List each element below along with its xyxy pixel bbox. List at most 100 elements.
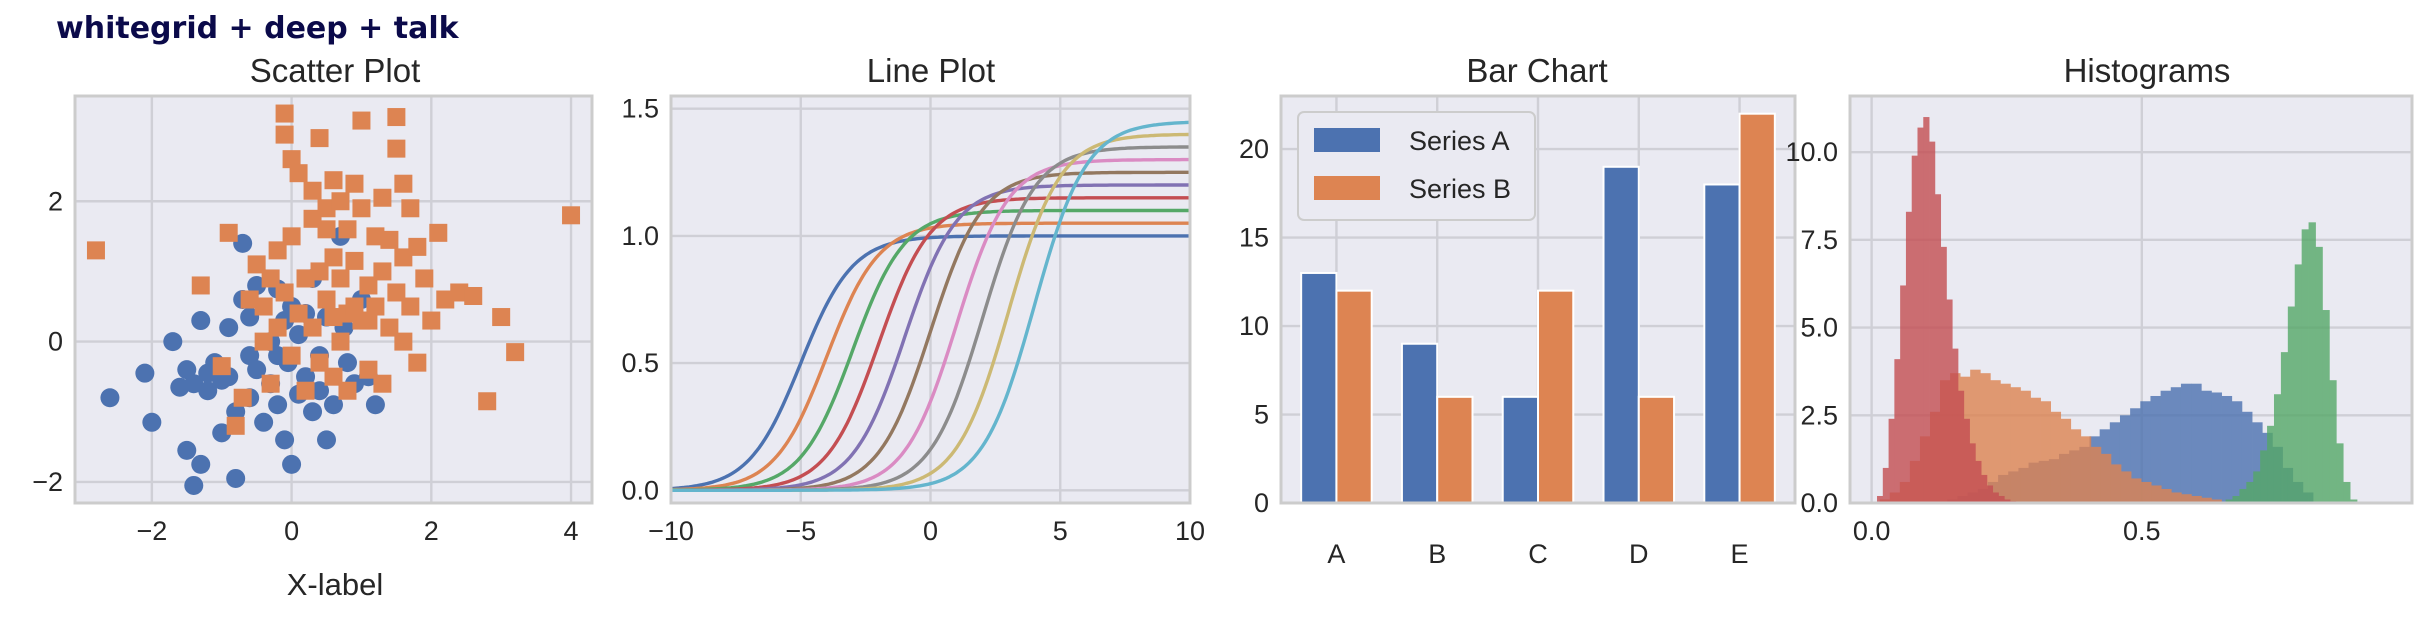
histogram-bin [1900, 285, 1907, 503]
scatter-point [338, 381, 357, 400]
bar [1637, 395, 1676, 504]
bar [1436, 395, 1474, 504]
histogram-bin [2273, 394, 2282, 503]
histogram-bin [2294, 264, 2303, 503]
scatter-point [408, 353, 427, 372]
histograms-axes: 0.0 0.5 0.0 2.5 5.0 7.5 10.0 Histograms [1785, 52, 2414, 546]
histogram-bin [1992, 492, 1999, 503]
histogram-bin [2120, 471, 2132, 503]
line-series-3 [671, 208, 1190, 492]
histogram-bin [2241, 411, 2253, 503]
histogram-bin [2161, 488, 2172, 503]
scatter-point [198, 381, 218, 401]
histogram-bin [1986, 485, 1994, 503]
y-tick-label: 10 [1239, 311, 1269, 341]
scatter-plot-axes: −2 0 2 4 −2 0 2 Scatter Plot X-label [32, 52, 594, 602]
scatter-point [492, 308, 511, 327]
histogram-bin [2070, 429, 2082, 503]
y-tick-label: 5 [1254, 400, 1269, 430]
scatter-point [401, 297, 420, 316]
x-tick-label: −5 [785, 516, 816, 546]
histogram-bin [2350, 499, 2358, 503]
histogram-bin [2181, 494, 2192, 503]
scatter-plot-xlabel: X-label [287, 567, 384, 602]
histogram-bin [2131, 478, 2142, 503]
histogram-bin [2140, 401, 2151, 503]
y-tick-label: 7.5 [1800, 225, 1838, 255]
histogram-bin [2287, 306, 2296, 503]
scatter-point [506, 343, 525, 362]
scatter-point [324, 367, 343, 386]
legend-swatch [1314, 176, 1380, 200]
scatter-point [366, 297, 385, 316]
histogram-bin [2090, 446, 2102, 503]
histogram-bin [2050, 411, 2062, 503]
scatter-point [464, 286, 483, 305]
histograms-title: Histograms [2064, 52, 2231, 89]
scatter-point [268, 241, 287, 260]
histogram-bin [2301, 229, 2309, 504]
scatter-point [275, 104, 294, 123]
scatter-point [219, 223, 238, 242]
plot-frame [73, 94, 594, 505]
y-tick-label: 20 [1239, 134, 1269, 164]
histogram-bin [2080, 436, 2092, 503]
scatter-point [240, 290, 259, 309]
y-tick-label: 15 [1239, 223, 1269, 253]
bar [1738, 112, 1776, 505]
line-plot-title: Line Plot [867, 52, 995, 89]
scatter-point [317, 199, 336, 218]
scatter-point [562, 206, 581, 225]
histogram-bin [1981, 474, 1988, 503]
histogram-bin [2150, 395, 2162, 503]
line-plot-axes: −10 −5 0 5 10 0.0 0.5 1.0 1.5 Line Plot [621, 52, 1205, 546]
histogram-bin [1894, 359, 1901, 503]
scatter-point [184, 475, 204, 495]
histogram-bin [2191, 383, 2202, 503]
line-series-4 [671, 196, 1190, 492]
scatter-point [338, 220, 357, 239]
scatter-point [289, 304, 308, 323]
scatter-point [247, 360, 267, 380]
histogram-bin [2100, 453, 2112, 503]
scatter-point [394, 248, 413, 267]
x-tick-label: 0.5 [2123, 516, 2161, 546]
bar-series-1 [1300, 165, 1741, 504]
scatter-point [387, 139, 406, 158]
scatter-point [191, 311, 211, 331]
scatter-point [387, 283, 406, 302]
line-series-1 [670, 234, 1190, 491]
scatter-point [240, 346, 260, 366]
scatter-point [282, 150, 301, 169]
scatter-point [233, 388, 252, 407]
scatter-point [247, 275, 267, 295]
histogram-bin [2004, 499, 2011, 503]
legend-swatch [1314, 128, 1380, 152]
scatter-point [331, 269, 350, 288]
scatter-point [289, 325, 309, 345]
histogram-bin [2253, 471, 2261, 503]
histogram-bin [1970, 369, 1981, 503]
histogram-bin [2040, 401, 2051, 503]
scatter-point [219, 318, 239, 338]
scatter-point [324, 308, 343, 327]
scatter-point [310, 381, 330, 401]
scatter-point [394, 174, 413, 193]
histogram-bin [2060, 418, 2072, 503]
scatter-point [268, 318, 287, 337]
scatter-point [296, 381, 315, 400]
y-tick-label: 2 [48, 186, 63, 216]
scatter-point [226, 402, 246, 422]
histogram-bin [1934, 194, 1942, 503]
y-tick-label: −2 [32, 467, 63, 497]
histogram-bin [2315, 246, 2323, 503]
histogram-bin [2030, 397, 2041, 503]
scatter-point [86, 241, 105, 260]
y-tick-label: 1.0 [621, 221, 659, 251]
scatter-point [268, 346, 288, 366]
y-tick-label: 10.0 [1785, 137, 1838, 167]
histogram-bin [2191, 495, 2202, 503]
histogram-bin [1975, 460, 1982, 503]
scatter-point [345, 174, 364, 193]
